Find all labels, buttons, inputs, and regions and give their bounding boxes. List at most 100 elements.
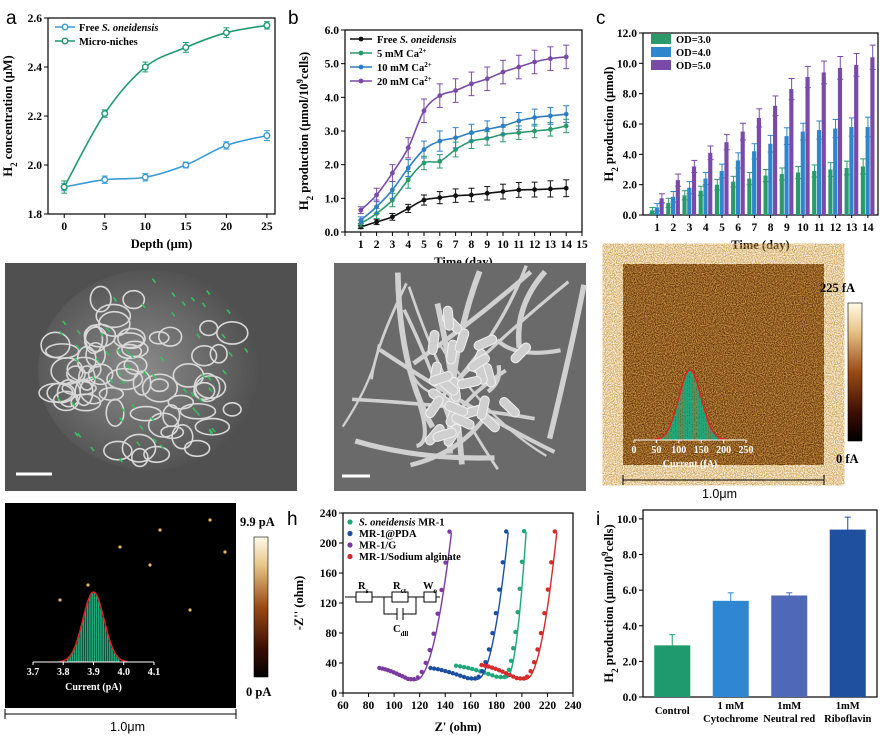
sem-cell-wall: [103, 440, 133, 461]
legend-marker: [358, 50, 364, 56]
histogram-bar: [67, 658, 69, 662]
data-point: [415, 675, 420, 680]
bacterium-mark: [208, 429, 213, 435]
x-tick-label: 14: [862, 222, 874, 234]
x-tick-label: 14: [560, 239, 572, 251]
histogram-bar: [86, 600, 89, 662]
data-point: [545, 587, 551, 592]
bacterium-mark: [109, 378, 114, 384]
sem-bacterium: [442, 305, 455, 331]
bacterium-mark: [90, 446, 95, 452]
y-axis-label-sup: 9: [295, 78, 305, 83]
legend-text: 5 mM Ca: [377, 49, 420, 60]
histogram-bar: [100, 608, 102, 662]
histogram-bar: [662, 436, 664, 440]
circuit-rs-label-sub: s: [366, 587, 369, 595]
bacterium-mark: [200, 373, 206, 379]
data-point: [472, 676, 478, 681]
data-point: [439, 587, 444, 593]
x-tick-label: 15: [576, 239, 588, 251]
histogram-bar: [106, 634, 109, 662]
circuit-wo-label-sub: o: [434, 587, 438, 595]
bar: [805, 76, 810, 215]
data-point: [454, 672, 459, 677]
y-tick-label: 40: [326, 658, 338, 670]
circuit-cdl-label: Cdll: [393, 624, 408, 638]
y-tick-label: 2.0: [325, 160, 340, 172]
data-point: [405, 206, 411, 211]
sem-cell-wall: [95, 303, 132, 329]
data-point: [516, 118, 522, 124]
series-line: [360, 187, 567, 228]
inset-x-tick-label: 100: [671, 445, 686, 456]
legend-text-sup: 2+: [424, 75, 432, 83]
histogram-bar: [706, 419, 709, 440]
sem-cell-wall: [121, 433, 157, 463]
data-point: [469, 130, 474, 136]
bacterium-mark: [105, 327, 111, 333]
legend-text: MR-1/G: [359, 541, 396, 552]
data-point: [437, 195, 443, 201]
bacterium-mark: [190, 391, 195, 397]
histogram-bar: [701, 403, 704, 440]
y-axis-label-sub: 2: [610, 167, 620, 172]
y-tick-label: 2.4: [28, 62, 43, 74]
bar: [740, 131, 745, 215]
data-point: [484, 136, 490, 141]
bacterium-mark: [192, 407, 197, 413]
data-point: [498, 674, 503, 680]
legend-text: 20 mM Ca: [377, 77, 425, 88]
data-point: [458, 673, 463, 678]
legend-text: MR-1/Sodium alginate: [359, 552, 461, 563]
sem-cell-wall: [87, 363, 114, 386]
legend-swatch: [651, 47, 671, 57]
data-point: [503, 671, 509, 676]
circuit-wo-label: Wo: [423, 581, 438, 595]
inset-x-axis-label: Current (pA): [65, 682, 122, 693]
data-point: [486, 664, 491, 669]
data-point: [508, 658, 514, 663]
data-point: [500, 560, 505, 565]
y-tick-label: 1.8: [28, 209, 43, 221]
chart-b-calcium-production: 1 2 3 4 5 6 7 8 9 10 11 12 13 14 150.01.02.03.04.05.06…: [295, 25, 588, 269]
bar: [747, 178, 752, 215]
legend-marker: [358, 78, 364, 84]
bar: [870, 57, 875, 216]
sem-cell-wall: [113, 332, 145, 349]
bacterium-mark: [182, 388, 188, 394]
y-axis-label-part: concentration (μM): [1, 55, 15, 162]
category-label: 1mM: [836, 701, 860, 712]
inset-x-tick-label: 50: [651, 445, 661, 456]
sem-cell-wall: [83, 324, 104, 355]
bacterium-mark: [208, 387, 213, 393]
circuit-rct-label-sub: ct: [401, 587, 407, 595]
bar: [670, 196, 676, 215]
legend-marker: [347, 530, 353, 537]
data-point: [548, 126, 553, 132]
current-hotspot: [58, 598, 62, 602]
y-tick-label: 8.0: [623, 89, 638, 101]
bacterium-mark: [116, 349, 122, 355]
histogram-bar: [708, 425, 711, 440]
y-axis-label: H2 production (μmol/109cells): [295, 52, 315, 210]
bar: [800, 131, 805, 215]
y-axis-label: H2 production (μmol/109cells): [600, 524, 620, 682]
histogram-bar: [711, 430, 713, 440]
data-point: [517, 586, 522, 591]
circuit-wo: [423, 591, 437, 603]
x-tick-label: 5: [719, 222, 725, 234]
sem-cell-wall: [115, 360, 140, 382]
histogram-bar: [78, 634, 80, 662]
bacterium-mark: [126, 364, 131, 370]
current-hotspot: [208, 518, 212, 522]
data-point: [435, 667, 441, 672]
legend-label: 10 mM Ca2+: [377, 61, 432, 74]
x-tick-label: 3: [687, 222, 693, 234]
chart-h-nyquist: 60 80 100 120 140 160 180 200 220 240 0 40 80 120 160 2…: [292, 508, 582, 734]
sem-image-d: [5, 263, 297, 491]
sem-cell-wall: [216, 321, 249, 345]
inset-x-axis-label: Current (fA): [663, 459, 718, 470]
y-tick-label: 1.0: [325, 193, 340, 205]
bacterium-mark: [152, 438, 158, 444]
